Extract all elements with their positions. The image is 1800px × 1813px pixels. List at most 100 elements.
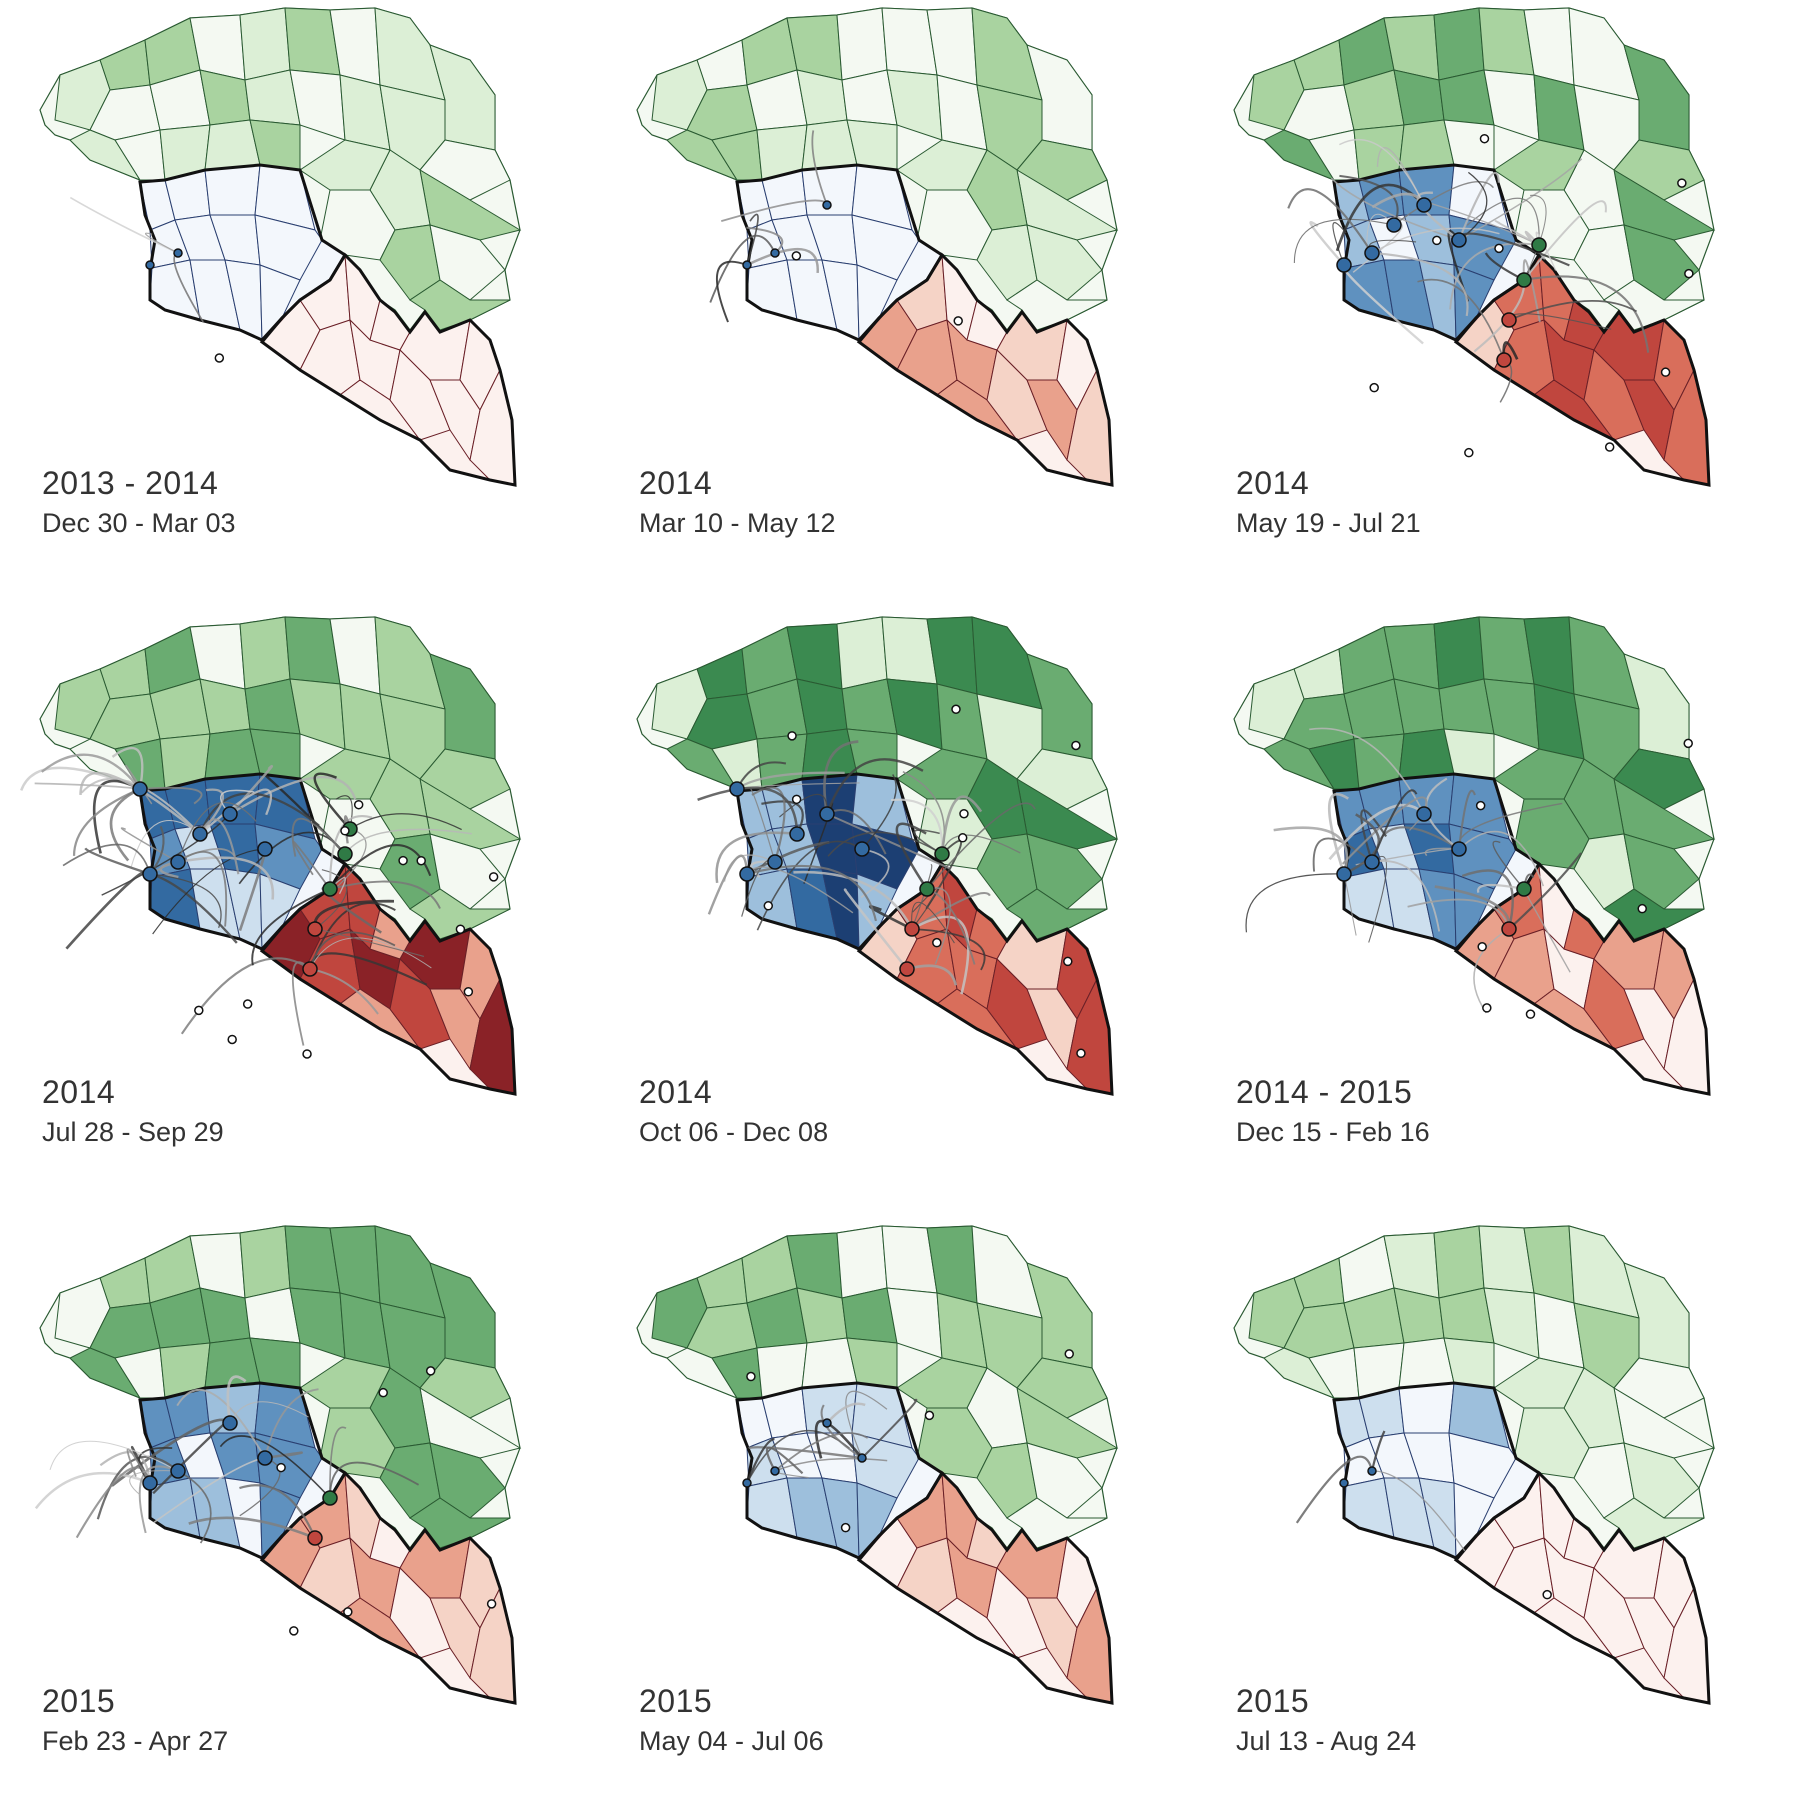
transmission-arc bbox=[264, 1388, 319, 1459]
location-marker bbox=[819, 806, 835, 822]
location-marker bbox=[488, 872, 499, 882]
location-marker bbox=[1477, 942, 1487, 952]
map-svg bbox=[39, 7, 522, 487]
guinea-district bbox=[1016, 139, 1108, 201]
map-svg bbox=[20, 616, 522, 1096]
transmission-arc bbox=[1494, 220, 1540, 246]
panel-date-range: May 19 - Jul 21 bbox=[1236, 508, 1421, 538]
location-marker bbox=[1475, 800, 1486, 811]
transmission-arc bbox=[1473, 928, 1510, 1014]
transmission-arc bbox=[41, 753, 141, 790]
transmission-arc bbox=[145, 232, 179, 254]
transmission-arc bbox=[745, 1437, 775, 1484]
location-marker bbox=[170, 854, 186, 870]
panel-year-label: 2014 bbox=[639, 465, 713, 501]
panel-year-label: 2014 bbox=[42, 1074, 116, 1110]
transmission-arc bbox=[1287, 188, 1373, 254]
map-panel: 2014 Jul 28 - Sep 29 bbox=[0, 609, 600, 1204]
transmission-arc bbox=[1339, 139, 1425, 206]
transmission-arc bbox=[845, 1390, 888, 1459]
transmission-arc bbox=[1523, 194, 1547, 281]
location-marker bbox=[742, 1478, 752, 1488]
location-marker bbox=[416, 855, 426, 866]
transmission-arc bbox=[715, 260, 748, 323]
transmission-arc bbox=[96, 1455, 179, 1520]
location-marker bbox=[1684, 268, 1694, 279]
map-panel: 2015 May 04 - Jul 06 bbox=[597, 1218, 1197, 1813]
location-marker bbox=[1451, 841, 1467, 857]
panel-year-label: 2014 bbox=[639, 1074, 713, 1110]
transmission-arc bbox=[1461, 869, 1514, 930]
location-marker bbox=[145, 260, 155, 270]
liberia-border bbox=[856, 252, 1114, 487]
transmission-arc bbox=[75, 1466, 152, 1539]
transmission-arc bbox=[1293, 218, 1395, 263]
transmission-arc bbox=[139, 786, 203, 805]
location-marker bbox=[924, 1410, 935, 1421]
transmission-arc bbox=[925, 839, 963, 910]
map-group bbox=[39, 7, 522, 487]
map-svg bbox=[34, 1225, 522, 1705]
transmission-arc bbox=[329, 1426, 347, 1499]
panel-date-range: Dec 15 - Feb 16 bbox=[1236, 1117, 1430, 1147]
location-marker bbox=[257, 1450, 273, 1466]
transmission-arc bbox=[198, 792, 320, 835]
location-marker bbox=[1464, 447, 1474, 458]
location-marker bbox=[1367, 1466, 1377, 1476]
transmission-arc bbox=[911, 864, 933, 930]
location-marker bbox=[322, 881, 338, 897]
location-marker bbox=[1451, 232, 1467, 248]
transmission-arc bbox=[1457, 789, 1476, 850]
transmission-arc bbox=[309, 968, 379, 1015]
location-marker bbox=[1364, 854, 1380, 870]
transmission-arc bbox=[1366, 213, 1395, 260]
transmission-arc bbox=[911, 915, 970, 995]
map-svg bbox=[636, 1225, 1119, 1705]
map-panel: 2015 Jul 13 - Aug 24 bbox=[1194, 1218, 1794, 1813]
transmission-arc bbox=[1449, 242, 1540, 310]
location-marker bbox=[455, 924, 466, 934]
liberia-border bbox=[856, 1470, 1114, 1705]
location-marker bbox=[192, 826, 208, 842]
guinea-district bbox=[1026, 224, 1103, 301]
guinea-district bbox=[1433, 7, 1485, 81]
location-marker bbox=[1482, 1003, 1492, 1013]
location-marker bbox=[770, 1466, 780, 1476]
liberia-border bbox=[1453, 1470, 1711, 1705]
transmission-arc bbox=[1476, 883, 1525, 893]
guinea-district bbox=[1016, 1357, 1108, 1419]
location-marker bbox=[398, 855, 408, 866]
transmission-arc bbox=[793, 870, 914, 930]
transmission-arc bbox=[49, 1440, 179, 1472]
transmission-arc bbox=[715, 831, 798, 884]
transmission-arc bbox=[748, 1446, 863, 1460]
location-marker bbox=[322, 1490, 338, 1506]
location-marker bbox=[425, 1366, 436, 1376]
transmission-arc bbox=[861, 774, 897, 850]
location-marker bbox=[1386, 217, 1402, 233]
liberia-border bbox=[856, 861, 1114, 1096]
liberia-border bbox=[259, 861, 517, 1096]
transmission-arc bbox=[1458, 158, 1583, 241]
transmission-arc bbox=[746, 213, 759, 266]
location-marker bbox=[857, 1453, 867, 1463]
map-panel: 2014 Oct 06 - Dec 08 bbox=[597, 609, 1197, 1204]
sierra-leone-district bbox=[1448, 1432, 1517, 1499]
map-group bbox=[20, 616, 522, 1096]
panel-year-label: 2013 - 2014 bbox=[42, 465, 219, 501]
location-marker bbox=[1076, 1048, 1086, 1059]
transmission-arc bbox=[814, 1419, 864, 1459]
location-marker bbox=[1063, 956, 1073, 967]
transmission-arc bbox=[1360, 809, 1388, 863]
location-marker bbox=[486, 1599, 497, 1609]
transmission-arc bbox=[138, 1446, 173, 1484]
location-marker bbox=[1516, 881, 1532, 897]
transmission-arc bbox=[199, 788, 225, 835]
transmission-arc bbox=[329, 1461, 420, 1499]
map-panel: 2013 - 2014 Dec 30 - Mar 03 bbox=[0, 0, 600, 595]
location-marker bbox=[222, 1415, 238, 1431]
map-panel: 2015 Feb 23 - Apr 27 bbox=[0, 1218, 600, 1813]
transmission-arc bbox=[697, 786, 799, 835]
transmission-arc bbox=[109, 787, 141, 862]
